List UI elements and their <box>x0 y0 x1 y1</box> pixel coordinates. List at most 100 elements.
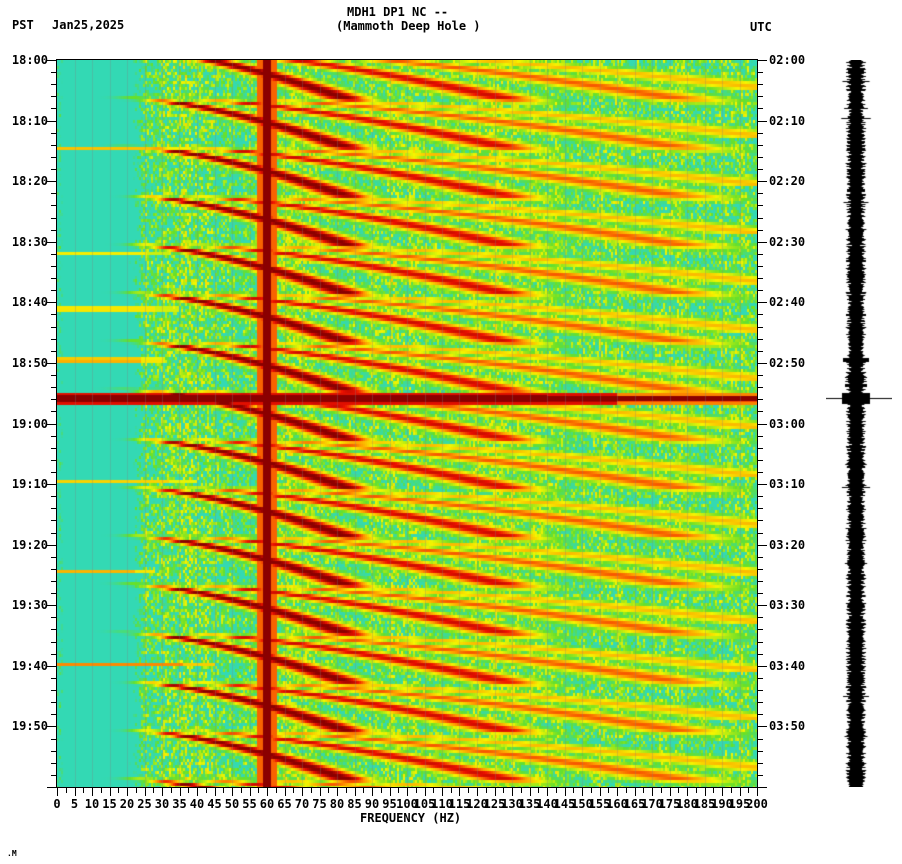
frequency-label: 190 <box>711 797 733 811</box>
frequency-label: 65 <box>277 797 292 811</box>
corner-mark: .M <box>7 849 17 858</box>
left-axis-major-tick <box>47 121 56 122</box>
frequency-minor-tick <box>83 788 84 793</box>
left-axis-minor-tick <box>51 399 56 400</box>
frequency-label: 130 <box>501 797 523 811</box>
left-axis-minor-tick <box>51 218 56 219</box>
frequency-label: 60 <box>259 797 275 811</box>
time-axis-right <box>757 60 758 788</box>
frequency-major-tick <box>372 788 373 796</box>
frequency-major-tick <box>757 788 758 796</box>
right-axis-minor-tick <box>758 739 763 740</box>
frequency-minor-tick <box>696 788 697 793</box>
left-axis-minor-tick <box>51 169 56 170</box>
frequency-label: 135 <box>518 797 541 811</box>
left-axis-minor-tick <box>51 108 56 109</box>
frequency-label: 195 <box>728 797 751 811</box>
left-time-label: 19:40 <box>11 658 48 673</box>
left-axis-minor-tick <box>51 339 56 340</box>
frequency-minor-tick <box>258 788 259 793</box>
frequency-minor-tick <box>748 788 749 793</box>
frequency-label: 15 <box>102 797 117 811</box>
frequency-label: 50 <box>224 797 240 811</box>
left-axis-minor-tick <box>51 593 56 594</box>
left-axis-major-tick <box>47 787 56 788</box>
timezone-label-left: PST <box>12 18 34 32</box>
plot-bottom-border <box>56 787 758 788</box>
frequency-label: 90 <box>364 797 380 811</box>
frequency-label: 120 <box>466 797 488 811</box>
frequency-label: 185 <box>693 797 716 811</box>
left-axis-minor-tick <box>51 254 56 255</box>
frequency-major-tick <box>162 788 163 796</box>
frequency-minor-tick <box>608 788 609 793</box>
frequency-major-tick <box>600 788 601 796</box>
frequency-major-tick <box>302 788 303 796</box>
frequency-label: 20 <box>119 797 135 811</box>
frequency-minor-tick <box>573 788 574 793</box>
seismogram-trace-canvas <box>826 60 892 787</box>
left-axis-major-tick <box>47 181 56 182</box>
frequency-minor-tick <box>503 788 504 793</box>
right-axis-minor-tick <box>758 642 763 643</box>
left-time-label: 18:20 <box>11 174 48 189</box>
frequency-major-tick <box>215 788 216 796</box>
frequency-label: 45 <box>207 797 222 811</box>
frequency-major-tick <box>355 788 356 796</box>
station-title-line1: MDH1 DP1 NC -- <box>347 5 449 19</box>
left-axis-minor-tick <box>51 314 56 315</box>
right-axis-minor-tick <box>758 169 763 170</box>
frequency-label: 140 <box>536 797 558 811</box>
left-axis-minor-tick <box>51 72 56 73</box>
frequency-minor-tick <box>398 788 399 793</box>
right-axis-minor-tick <box>758 436 763 437</box>
right-axis-minor-tick <box>758 72 763 73</box>
right-time-label: 02:00 <box>769 53 806 67</box>
left-axis-minor-tick <box>51 278 56 279</box>
frequency-major-tick <box>652 788 653 796</box>
right-axis-minor-tick <box>758 581 763 582</box>
left-axis-minor-tick <box>51 496 56 497</box>
frequency-major-tick <box>407 788 408 796</box>
right-axis-minor-tick <box>758 266 763 267</box>
frequency-label: 110 <box>431 797 453 811</box>
right-axis-minor-tick <box>758 278 763 279</box>
right-axis-minor-tick <box>758 290 763 291</box>
frequency-major-tick <box>57 788 58 796</box>
left-axis-minor-tick <box>51 145 56 146</box>
frequency-label: 175 <box>658 797 681 811</box>
frequency-label: 80 <box>329 797 345 811</box>
frequency-label: 95 <box>382 797 397 811</box>
frequency-minor-tick <box>713 788 714 793</box>
timezone-label-right: UTC <box>750 20 772 34</box>
frequency-minor-tick <box>153 788 154 793</box>
right-axis-minor-tick <box>758 775 763 776</box>
left-axis-minor-tick <box>51 133 56 134</box>
right-axis-minor-tick <box>758 133 763 134</box>
frequency-minor-tick <box>433 788 434 793</box>
right-axis-major-tick <box>758 121 767 122</box>
frequency-label: 40 <box>189 797 205 811</box>
frequency-label: 125 <box>483 797 506 811</box>
right-time-label: 03:40 <box>769 658 806 673</box>
frequency-minor-tick <box>468 788 469 793</box>
right-axis-minor-tick <box>758 520 763 521</box>
frequency-minor-tick <box>171 788 172 793</box>
frequency-major-tick <box>442 788 443 796</box>
frequency-major-tick <box>197 788 198 796</box>
frequency-label: 105 <box>413 797 436 811</box>
frequency-major-tick <box>337 788 338 796</box>
right-axis-minor-tick <box>758 375 763 376</box>
left-axis-minor-tick <box>51 629 56 630</box>
left-axis-minor-tick <box>51 351 56 352</box>
right-axis-minor-tick <box>758 508 763 509</box>
left-axis-minor-tick <box>51 230 56 231</box>
frequency-minor-tick <box>206 788 207 793</box>
right-time-label: 02:50 <box>769 355 806 370</box>
right-axis-minor-tick <box>758 84 763 85</box>
frequency-major-tick <box>705 788 706 796</box>
left-time-label: 18:30 <box>11 234 48 249</box>
right-axis-minor-tick <box>758 763 763 764</box>
frequency-major-tick <box>127 788 128 796</box>
left-axis-minor-tick <box>51 387 56 388</box>
